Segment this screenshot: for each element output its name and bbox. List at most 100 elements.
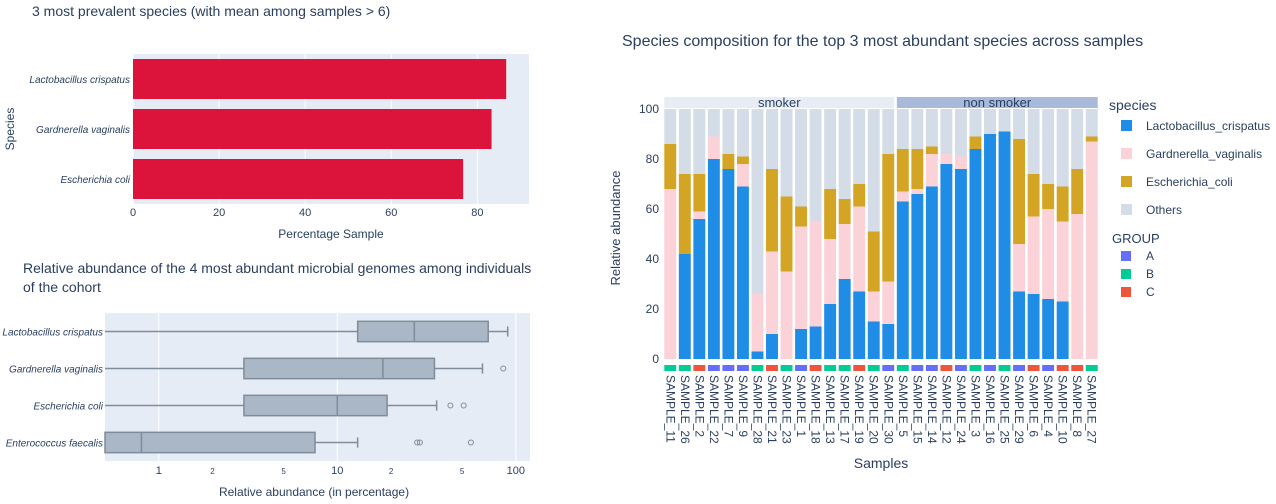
chart3-bar-segment (1027, 174, 1040, 217)
chart3-bar-segment (751, 109, 764, 294)
chart3-bar-segment (867, 291, 880, 322)
chart3-group-marker (867, 365, 880, 371)
chart2-outlier (460, 402, 467, 409)
chart3-bar-segment (664, 189, 677, 359)
chart1-category-label: Lactobacillus crispatus (29, 75, 130, 86)
chart3-x-tick-label: SAMPLE_17 (838, 375, 852, 444)
chart2-x-tick-label: 100 (507, 465, 525, 477)
chart3-bar-segment (693, 219, 706, 359)
chart2-outlier (416, 439, 423, 446)
chart3-bar-segment (853, 206, 866, 292)
chart3-bar-segment (911, 149, 924, 189)
chart3-title: Species composition for the top 3 most a… (622, 33, 1143, 50)
chart3-bar-segment (722, 109, 735, 154)
chart3-bar-segment (1027, 294, 1040, 359)
chart1-title: 3 most prevalent species (with mean amon… (32, 3, 390, 19)
chart3-x-tick-label: SAMPLE_20 (867, 375, 881, 444)
chart3-bar-segment (707, 136, 720, 159)
chart3-y-tick-label: 100 (639, 102, 659, 116)
chart3-group-marker (751, 365, 764, 371)
chart3-x-tick-label: SAMPLE_22 (707, 375, 721, 444)
chart3-x-tick-label: SAMPLE_24 (954, 375, 968, 444)
chart3-group-marker (1013, 365, 1026, 371)
chart3-x-tick-label: SAMPLE_5 (896, 375, 910, 437)
chart3-bar-segment (969, 149, 982, 359)
chart1-x-tick-label: 60 (385, 207, 397, 219)
chart3-x-tick-label: SAMPLE_18 (809, 375, 823, 444)
chart2-x-axis-label: Relative abundance (in percentage) (219, 485, 409, 499)
chart3-x-tick-label: SAMPLE_2 (692, 375, 706, 437)
chart3-x-tick-label: SAMPLE_3 (968, 375, 982, 437)
chart3-x-tick-label: SAMPLE_13 (823, 375, 837, 444)
chart3-bar-segment (1071, 169, 1084, 214)
chart3-bar-segment (1042, 209, 1055, 299)
chart3-bar-segment (940, 109, 953, 154)
chart3-bar-segment (1027, 216, 1040, 294)
chart1-x-tick-label: 80 (471, 207, 483, 219)
chart2-title-line1: Relative abundance of the 4 most abundan… (23, 260, 531, 276)
chart3-group-marker (1027, 365, 1040, 371)
chart3-bar-segment (1056, 186, 1069, 222)
chart3-x-tick-label: SAMPLE_30 (881, 375, 895, 444)
chart3-bar-segment (838, 224, 851, 279)
chart2-title-line2: of the cohort (23, 279, 101, 295)
chart3-group-marker (984, 365, 996, 371)
chart3-legend-label: Others (1146, 203, 1182, 217)
chart3-bar-segment (824, 239, 837, 304)
chart2-category-label: Enterococcus faecalis (6, 439, 103, 450)
chart3-bar-segment (867, 109, 880, 232)
chart3-bar-segment (693, 109, 706, 174)
chart3-x-tick-label: SAMPLE_28 (750, 375, 764, 444)
chart3-x-tick-label: SAMPLE_19 (852, 375, 866, 444)
chart3-group-legend-swatch (1121, 251, 1131, 261)
chart3-bar-segment (1056, 109, 1069, 187)
chart3-bar-segment (853, 184, 866, 207)
chart3-y-tick-label: 60 (646, 202, 660, 216)
chart3-group-legend-label: C (1146, 285, 1155, 299)
chart3-bar-segment (954, 156, 967, 169)
chart3-group-marker (911, 365, 924, 371)
chart3-y-tick-label: 40 (646, 252, 660, 266)
chart3-legend-title: species (1109, 97, 1156, 113)
chart3-bar-segment (838, 279, 851, 359)
chart3-bar-segment (664, 109, 677, 144)
chart1-x-axis-label: Percentage Sample (278, 227, 384, 241)
chart2-outlier (467, 439, 474, 446)
chart3-group-marker (853, 365, 866, 371)
chart1-category-label: Gardnerella vaginalis (36, 125, 130, 136)
chart3-bar-segment (911, 194, 924, 359)
chart3-group-marker (809, 365, 822, 371)
chart2-outlier (414, 439, 421, 446)
chart3-bar-segment (707, 109, 720, 137)
chart3-bar-segment (998, 131, 1011, 359)
chart3-group-legend-swatch (1121, 269, 1131, 279)
chart3-bar-segment (693, 174, 706, 212)
chart3-bar-segment (766, 251, 778, 334)
chart3-bar-segment (1056, 221, 1069, 302)
chart3-bar-segment (809, 109, 822, 222)
chart3-bar-segment (736, 109, 749, 157)
chart3-bar-segment (766, 169, 778, 252)
chart3-group-label: non smoker (963, 95, 1032, 110)
chart3-bar-segment (809, 221, 822, 327)
chart3-y-tick-label: 0 (652, 352, 659, 366)
chart3-bar-segment (1085, 109, 1098, 137)
chart3-x-tick-label: SAMPLE_1 (794, 375, 808, 437)
chart1-y-axis-label: Species (3, 108, 17, 151)
chart3-group-marker (664, 365, 677, 371)
chart3-bar-segment (896, 109, 909, 149)
chart3-bar-segment (780, 196, 793, 272)
chart3-group-marker (795, 365, 808, 371)
chart3-group-marker (1071, 365, 1084, 371)
chart3-bar-segment (867, 231, 880, 292)
chart2-x-tick-label: 5 (460, 467, 465, 476)
chart2-x-tick-label: 2 (210, 467, 215, 476)
chart2-box (243, 394, 388, 417)
chart3-bar-segment (751, 294, 764, 352)
chart3-y-tick-label: 80 (646, 152, 660, 166)
chart3-bar-segment (795, 329, 808, 359)
chart2-box (104, 431, 316, 454)
chart3-group-legend-swatch (1121, 287, 1131, 297)
chart3-group-marker (766, 365, 778, 371)
